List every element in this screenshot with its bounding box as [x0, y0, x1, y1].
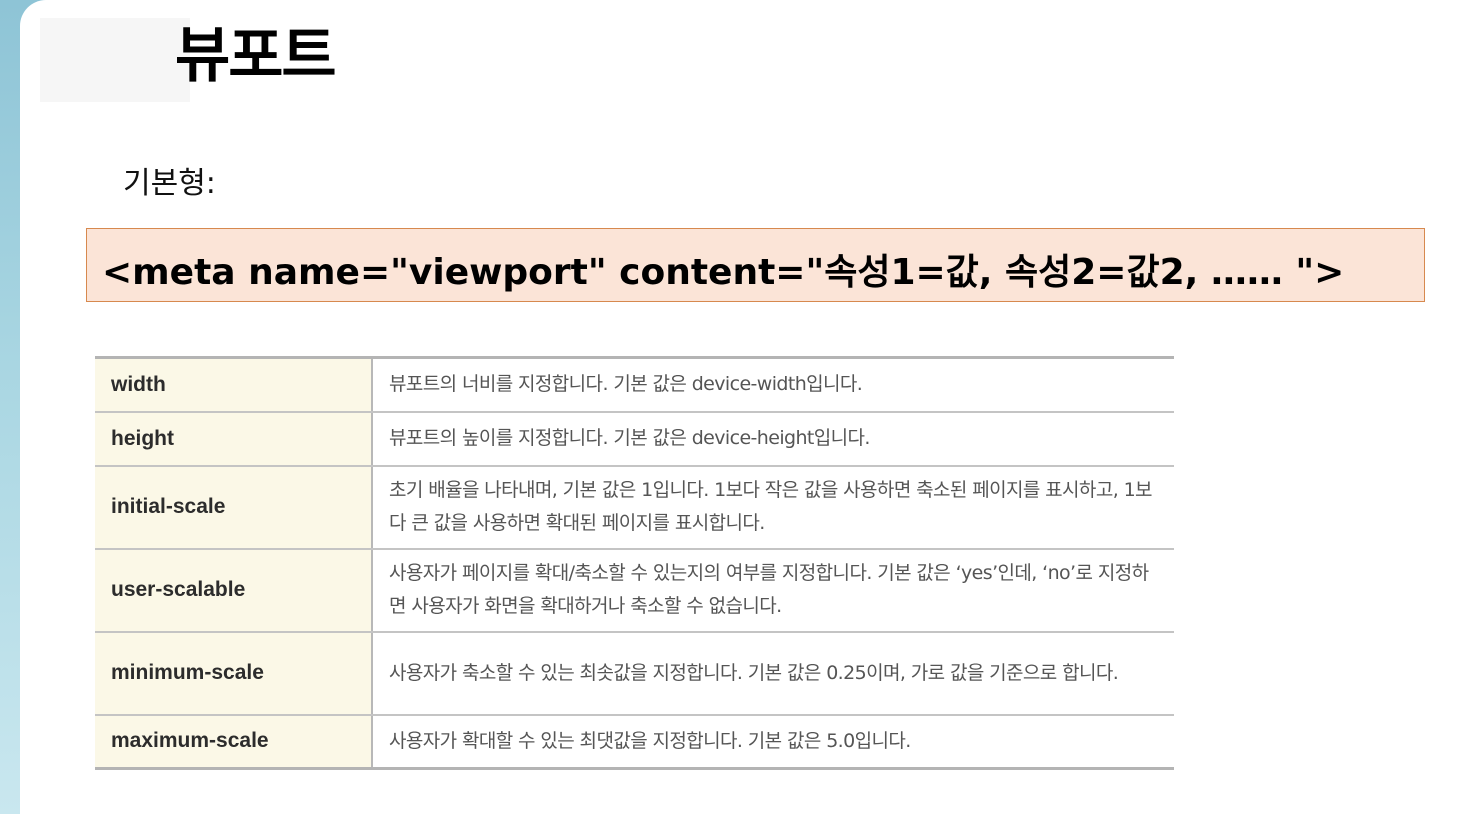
property-description: 뷰포트의 높이를 지정합니다. 기본 값은 device-height입니다. [372, 411, 1174, 467]
property-description: 초기 배율을 나타내며, 기본 값은 1입니다. 1보다 작은 값을 사용하면 … [372, 465, 1174, 550]
slide: 뷰포트 기본형: <meta name="viewport" content="… [20, 0, 1471, 814]
property-name: height [95, 411, 373, 467]
table-row: initial-scale 초기 배율을 나타내며, 기본 값은 1입니다. 1… [95, 465, 1174, 550]
property-description: 사용자가 페이지를 확대/축소할 수 있는지의 여부를 지정합니다. 기본 값은… [372, 548, 1174, 633]
table-row: maximum-scale 사용자가 확대할 수 있는 최댓값을 지정합니다. … [95, 714, 1174, 770]
property-description: 사용자가 확대할 수 있는 최댓값을 지정합니다. 기본 값은 5.0입니다. [372, 714, 1174, 770]
property-name: user-scalable [95, 548, 373, 633]
property-name: width [95, 357, 373, 413]
syntax-label: 기본형: [123, 166, 216, 201]
viewport-meta-code: <meta name="viewport" content="속성1=값, 속성… [102, 252, 1345, 293]
property-description: 뷰포트의 너비를 지정합니다. 기본 값은 device-width입니다. [372, 357, 1174, 413]
property-name: maximum-scale [95, 714, 373, 770]
property-description: 사용자가 축소할 수 있는 최솟값을 지정합니다. 기본 값은 0.25이며, … [372, 631, 1174, 716]
table-row: height 뷰포트의 높이를 지정합니다. 기본 값은 device-heig… [95, 411, 1174, 467]
table-row: user-scalable 사용자가 페이지를 확대/축소할 수 있는지의 여부… [95, 548, 1174, 633]
property-name: initial-scale [95, 465, 373, 550]
title-background [40, 18, 190, 102]
viewport-properties-table: width 뷰포트의 너비를 지정합니다. 기본 값은 device-width… [95, 356, 1174, 770]
property-name: minimum-scale [95, 631, 373, 716]
slide-title: 뷰포트 [175, 21, 337, 91]
table-row: width 뷰포트의 너비를 지정합니다. 기본 값은 device-width… [95, 357, 1174, 413]
code-box: <meta name="viewport" content="속성1=값, 속성… [86, 228, 1425, 302]
table-row: minimum-scale 사용자가 축소할 수 있는 최솟값을 지정합니다. … [95, 631, 1174, 716]
